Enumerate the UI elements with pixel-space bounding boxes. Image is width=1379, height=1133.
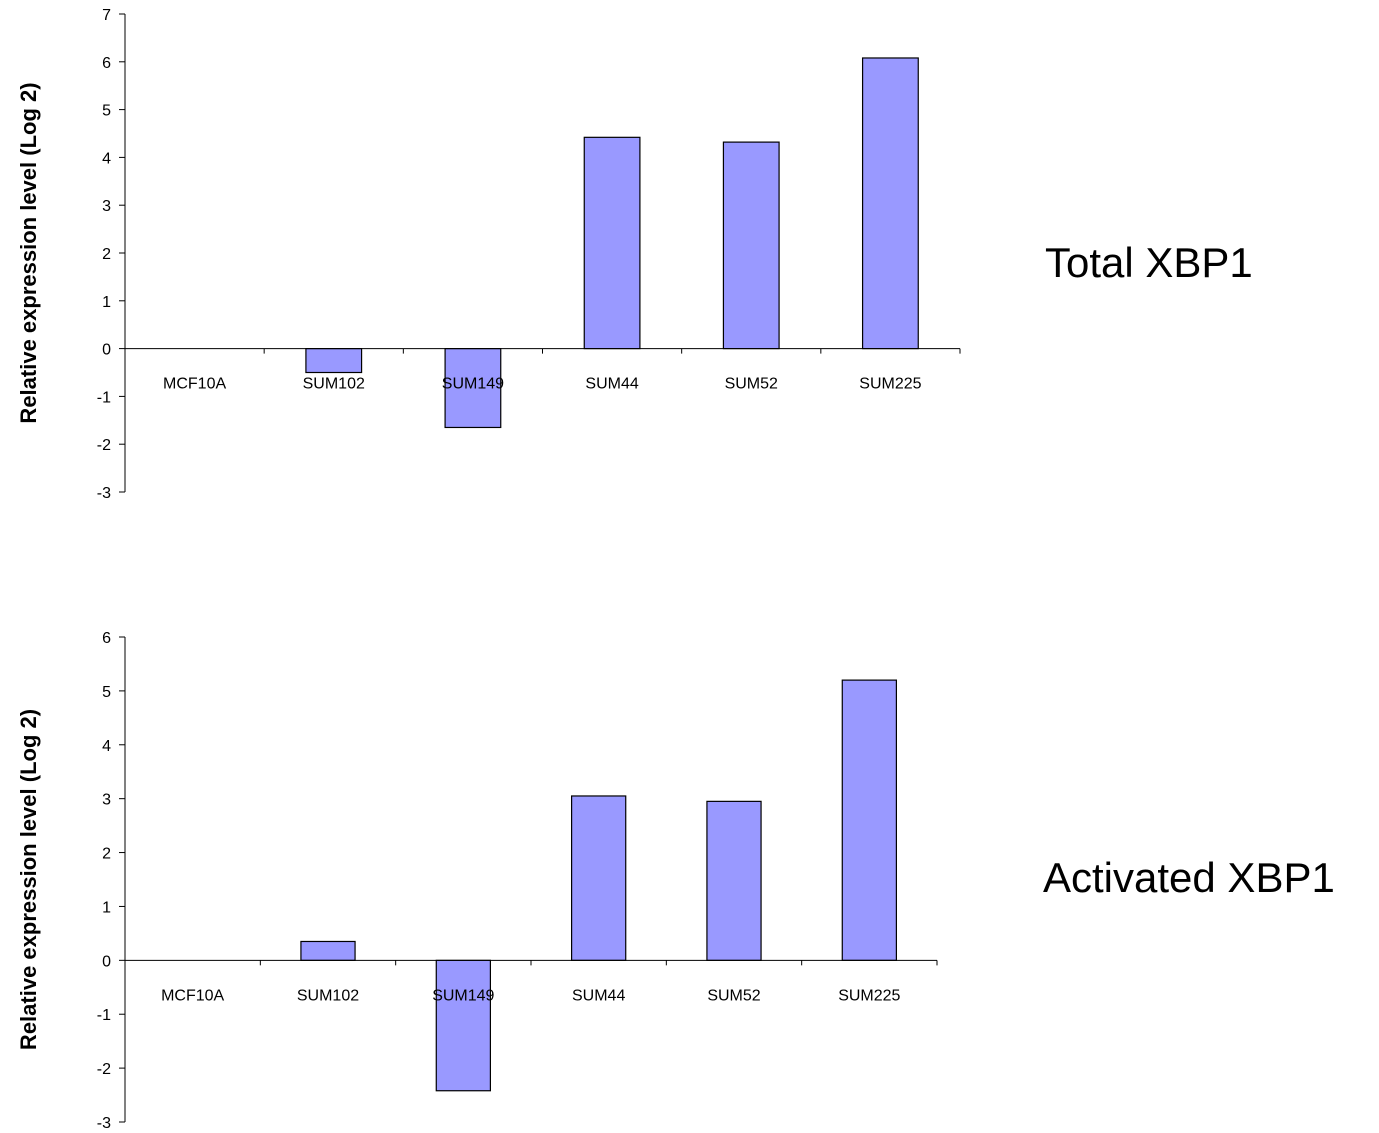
- x-category-label: MCF10A: [163, 376, 226, 393]
- x-category-label: SUM52: [707, 987, 760, 1004]
- y-tick-label: 7: [102, 7, 111, 24]
- bar-sum225: [841, 679, 897, 961]
- y-tick-label: 5: [102, 103, 111, 120]
- y-tick-label: 2: [102, 246, 111, 263]
- bar-sum102: [300, 940, 356, 961]
- bar-sum225: [861, 57, 919, 350]
- y-tick-label: 3: [102, 792, 111, 809]
- bar-sum44: [583, 136, 641, 350]
- chart-activated-xbp1: -3 -2 -1 0 1 2 3 4 5 6 MCF10A SUM102 SUM149 SUM44 SUM5…: [16, 630, 1335, 1132]
- x-category-label: SUM225: [859, 376, 921, 393]
- x-category-label: SUM149: [442, 376, 504, 393]
- bar-sum102: [305, 348, 363, 374]
- x-category-label: SUM44: [585, 376, 638, 393]
- y-tick-label: 4: [102, 738, 111, 755]
- x-category-label: SUM102: [297, 987, 359, 1004]
- bar-sum52: [722, 141, 780, 350]
- bar-sum149: [435, 959, 491, 1092]
- y-tick-label: 4: [102, 150, 111, 167]
- y-tick-label: 0: [102, 342, 111, 359]
- y-tick-label: 1: [102, 294, 111, 311]
- panel-label: Total XBP1: [1045, 239, 1253, 286]
- x-category-label: SUM52: [725, 376, 778, 393]
- bar-sum52: [706, 800, 762, 961]
- y-axis-title: Relative expression level (Log 2): [16, 709, 41, 1050]
- y-tick-label: 5: [102, 684, 111, 701]
- y-tick-label: 1: [102, 899, 111, 916]
- y-tick-label: -3: [97, 1115, 111, 1132]
- y-tick-label: 2: [102, 846, 111, 863]
- x-category-label: SUM44: [572, 987, 625, 1004]
- bar-sum149: [444, 348, 502, 429]
- x-category-label: SUM102: [303, 376, 365, 393]
- y-tick-label: -1: [97, 389, 111, 406]
- x-category-label: SUM225: [838, 987, 900, 1004]
- y-tick-label: 0: [102, 953, 111, 970]
- y-tick-label: 6: [102, 630, 111, 647]
- bar-sum44: [570, 795, 627, 961]
- y-tick-label: -1: [97, 1007, 111, 1024]
- x-category-label: SUM149: [432, 987, 494, 1004]
- panel-label: Activated XBP1: [1043, 854, 1335, 901]
- y-axis-title: Relative expression level (Log 2): [16, 82, 41, 423]
- chart-total-xbp1: -3 -2 -1 0 1 2 3 4 5 6 7 MCF10A SUM102 SUM149 SUM44 SUM…: [16, 7, 1253, 502]
- x-category-label: MCF10A: [161, 987, 224, 1004]
- y-tick-label: -2: [97, 437, 111, 454]
- y-tick-label: 6: [102, 55, 111, 72]
- y-tick-label: -3: [97, 485, 111, 502]
- y-tick-label: -2: [97, 1061, 111, 1078]
- y-tick-label: 3: [102, 198, 111, 215]
